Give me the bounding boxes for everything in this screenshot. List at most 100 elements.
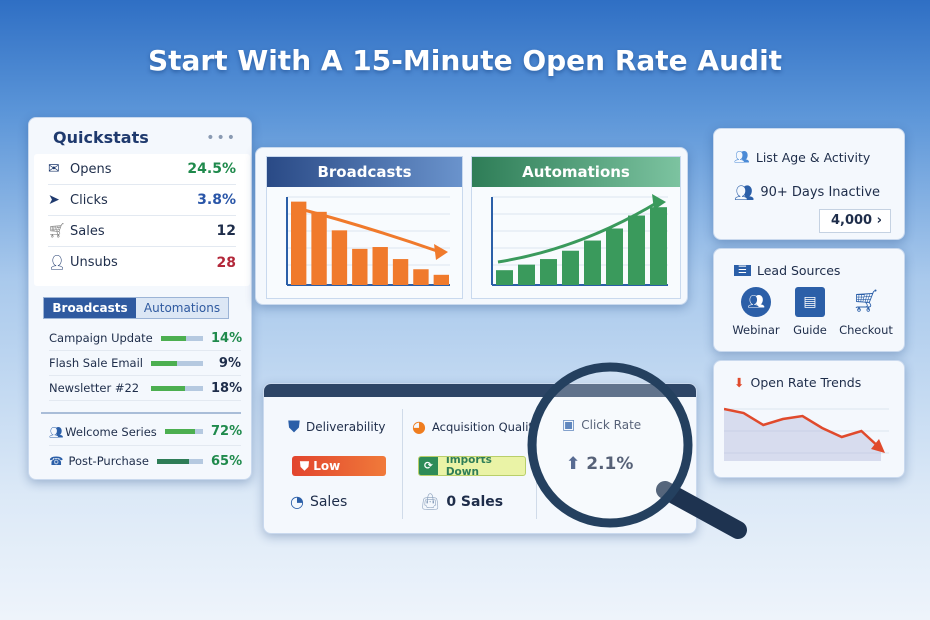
inactive-count-button[interactable]: 4,000 › [819,209,891,233]
charts-panel: Broadcasts Automations [255,147,688,305]
broadcasts-bars [286,196,450,286]
bar [584,240,601,285]
lead-source-webinar[interactable]: 👥︎ Webinar [726,287,786,337]
tabs: Broadcasts Automations [43,297,229,319]
shield-icon: ⛊ [288,417,301,436]
stat-value: 12 [216,223,236,239]
trend-line [724,407,882,450]
campaign-value: 18% [211,380,243,396]
broadcasts-chart: Broadcasts [266,156,463,299]
label: Checkout [839,323,893,337]
stat-label: Clicks [70,192,108,208]
label: Acquisition Quality [431,419,540,434]
trend-arrow [292,205,441,254]
title: Lead Sources [756,263,841,278]
automation-row[interactable]: 👥︎ Welcome Series 72% [49,418,243,446]
stat-clicks: ➤ Clicks 3.8% [48,185,236,216]
trend-arrowhead [652,194,666,210]
ring-icon: ◕ [412,417,426,436]
quickstats-panel: Quickstats ••• ✉ Opens 24.5% ➤ Clicks 3.8% 🛒… [28,117,252,480]
tab-broadcasts[interactable]: Broadcasts [44,298,136,318]
campaign-row[interactable]: Newsletter #22 18% [49,376,243,401]
trend-arrow [497,200,659,264]
title: List Age & Activity [755,149,871,165]
automation-value: 72% [211,424,243,439]
sync-icon: ⟳ [419,457,438,475]
bar [540,259,557,285]
stat-value: 24.5% [187,161,236,177]
support-icon: ☎ [49,454,64,468]
label: Deliverability [306,420,386,434]
tab-automations[interactable]: Automations [136,298,228,318]
lead-source-guide[interactable]: ▤ Guide [780,287,840,337]
deliverability-footer: ◔ Sales [290,492,347,511]
trend-arrowhead [434,244,448,260]
trend-line-chart [724,407,889,461]
bar [433,274,449,285]
count: 4,000 [830,213,873,228]
chart-title: Broadcasts [267,157,462,187]
page-title: Start With A 15-Minute Open Rate Audit [147,44,783,77]
status-badge-imports-down: ⟳ Imports Down [418,456,526,476]
campaign-name: Flash Sale Email [49,356,143,370]
campaign-value: 9% [218,355,241,371]
cart-icon: 🛒︎ [852,289,880,314]
quickstats-title: Quickstats [53,128,149,147]
stat-unsubs: 👤︎ Unsubs 28 [48,247,236,278]
more-menu-icon[interactable]: ••• [206,130,237,146]
label: 0 Sales [446,493,504,510]
acquisition-footer: 👜︎ 0 Sales [420,492,503,511]
automation-name: Welcome Series [65,424,157,439]
chart-title: Automations [472,157,680,187]
envelope-icon: ✉ [48,161,60,177]
progress-bar [156,458,203,464]
campaign-row[interactable]: Campaign Update 14% [49,326,242,351]
lead-sources-title: ☰ Lead Sources [734,263,840,278]
document-icon: ▤ [795,287,825,317]
list-age-title: 👥︎ List Age & Activity [734,149,870,165]
lead-sources-panel: ☰ Lead Sources 👥︎ Webinar ▤ Guide 🛒︎ Checkou… [713,248,905,352]
refresh-icon: ◔ [290,492,304,511]
label: 90+ Days Inactive [760,185,881,200]
arrow-up-icon: ⬆ [566,454,580,474]
stat-value: 28 [216,254,236,271]
campaign-name: Campaign Update [49,331,153,345]
progress-bar [151,360,203,366]
bar [518,264,535,285]
bar [311,211,327,285]
arrow-down-icon: ⬇ [734,375,745,390]
progress-bar [151,385,203,391]
stat-value: 3.8% [197,192,236,208]
automation-row[interactable]: ☎ Post-Purchase 65% [49,447,242,475]
list-age-panel: 👥︎ List Age & Activity 👥︎ 90+ Days Inactiv… [713,128,905,240]
click-rate-label: ▣ Click Rate [562,417,641,433]
bar [392,259,409,285]
shield-alert-icon: ⛊ [300,458,314,473]
title: Open Rate Trends [750,375,862,390]
bar [650,207,667,285]
bar [562,250,579,285]
inactive-label: 👥︎ 90+ Days Inactive [734,183,880,202]
divider [41,412,241,414]
status-text: Imports Down [445,456,492,476]
stat-label: Sales [70,223,105,239]
label: Guide [793,323,827,337]
deliverability-label: ⛊ Deliverability [288,417,386,437]
acquisition-label: ◕ Acquisition Quality [412,417,540,436]
campaign-name: Newsletter #22 [49,381,140,395]
trends-title: ⬇ Open Rate Trends [734,375,861,390]
magnifier-icon [527,362,747,539]
panel-header-bar [264,384,696,397]
stat-label: Unsubs [70,255,118,270]
click-icon: ▣ [562,417,575,433]
campaign-row[interactable]: Flash Sale Email 9% [49,351,241,376]
list-icon: ☰ [734,265,751,276]
lead-source-checkout[interactable]: 🛒︎ Checkout [836,287,896,337]
divider [402,409,403,519]
bar [331,230,348,285]
click-rate-value: ⬆ 2.1% [566,454,633,474]
audit-panel: ⛊ Deliverability ⛊ Low ◔ Sales ◕ Acquisitio… [263,383,697,534]
status-badge-low: ⛊ Low [292,456,386,476]
label: Click Rate [581,418,641,432]
label: Sales [309,493,348,510]
